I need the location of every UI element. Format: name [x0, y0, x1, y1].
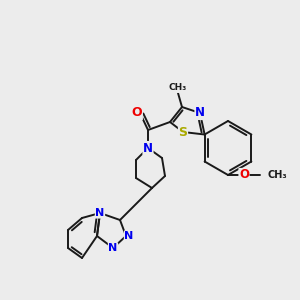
Text: N: N [143, 142, 153, 154]
Text: CH₃: CH₃ [169, 83, 187, 92]
Text: N: N [108, 243, 118, 253]
Text: N: N [195, 106, 205, 119]
Text: O: O [239, 169, 249, 182]
Text: O: O [132, 106, 142, 119]
Text: S: S [178, 127, 188, 140]
Text: N: N [124, 231, 134, 241]
Text: CH₃: CH₃ [267, 170, 286, 180]
Text: N: N [95, 208, 105, 218]
